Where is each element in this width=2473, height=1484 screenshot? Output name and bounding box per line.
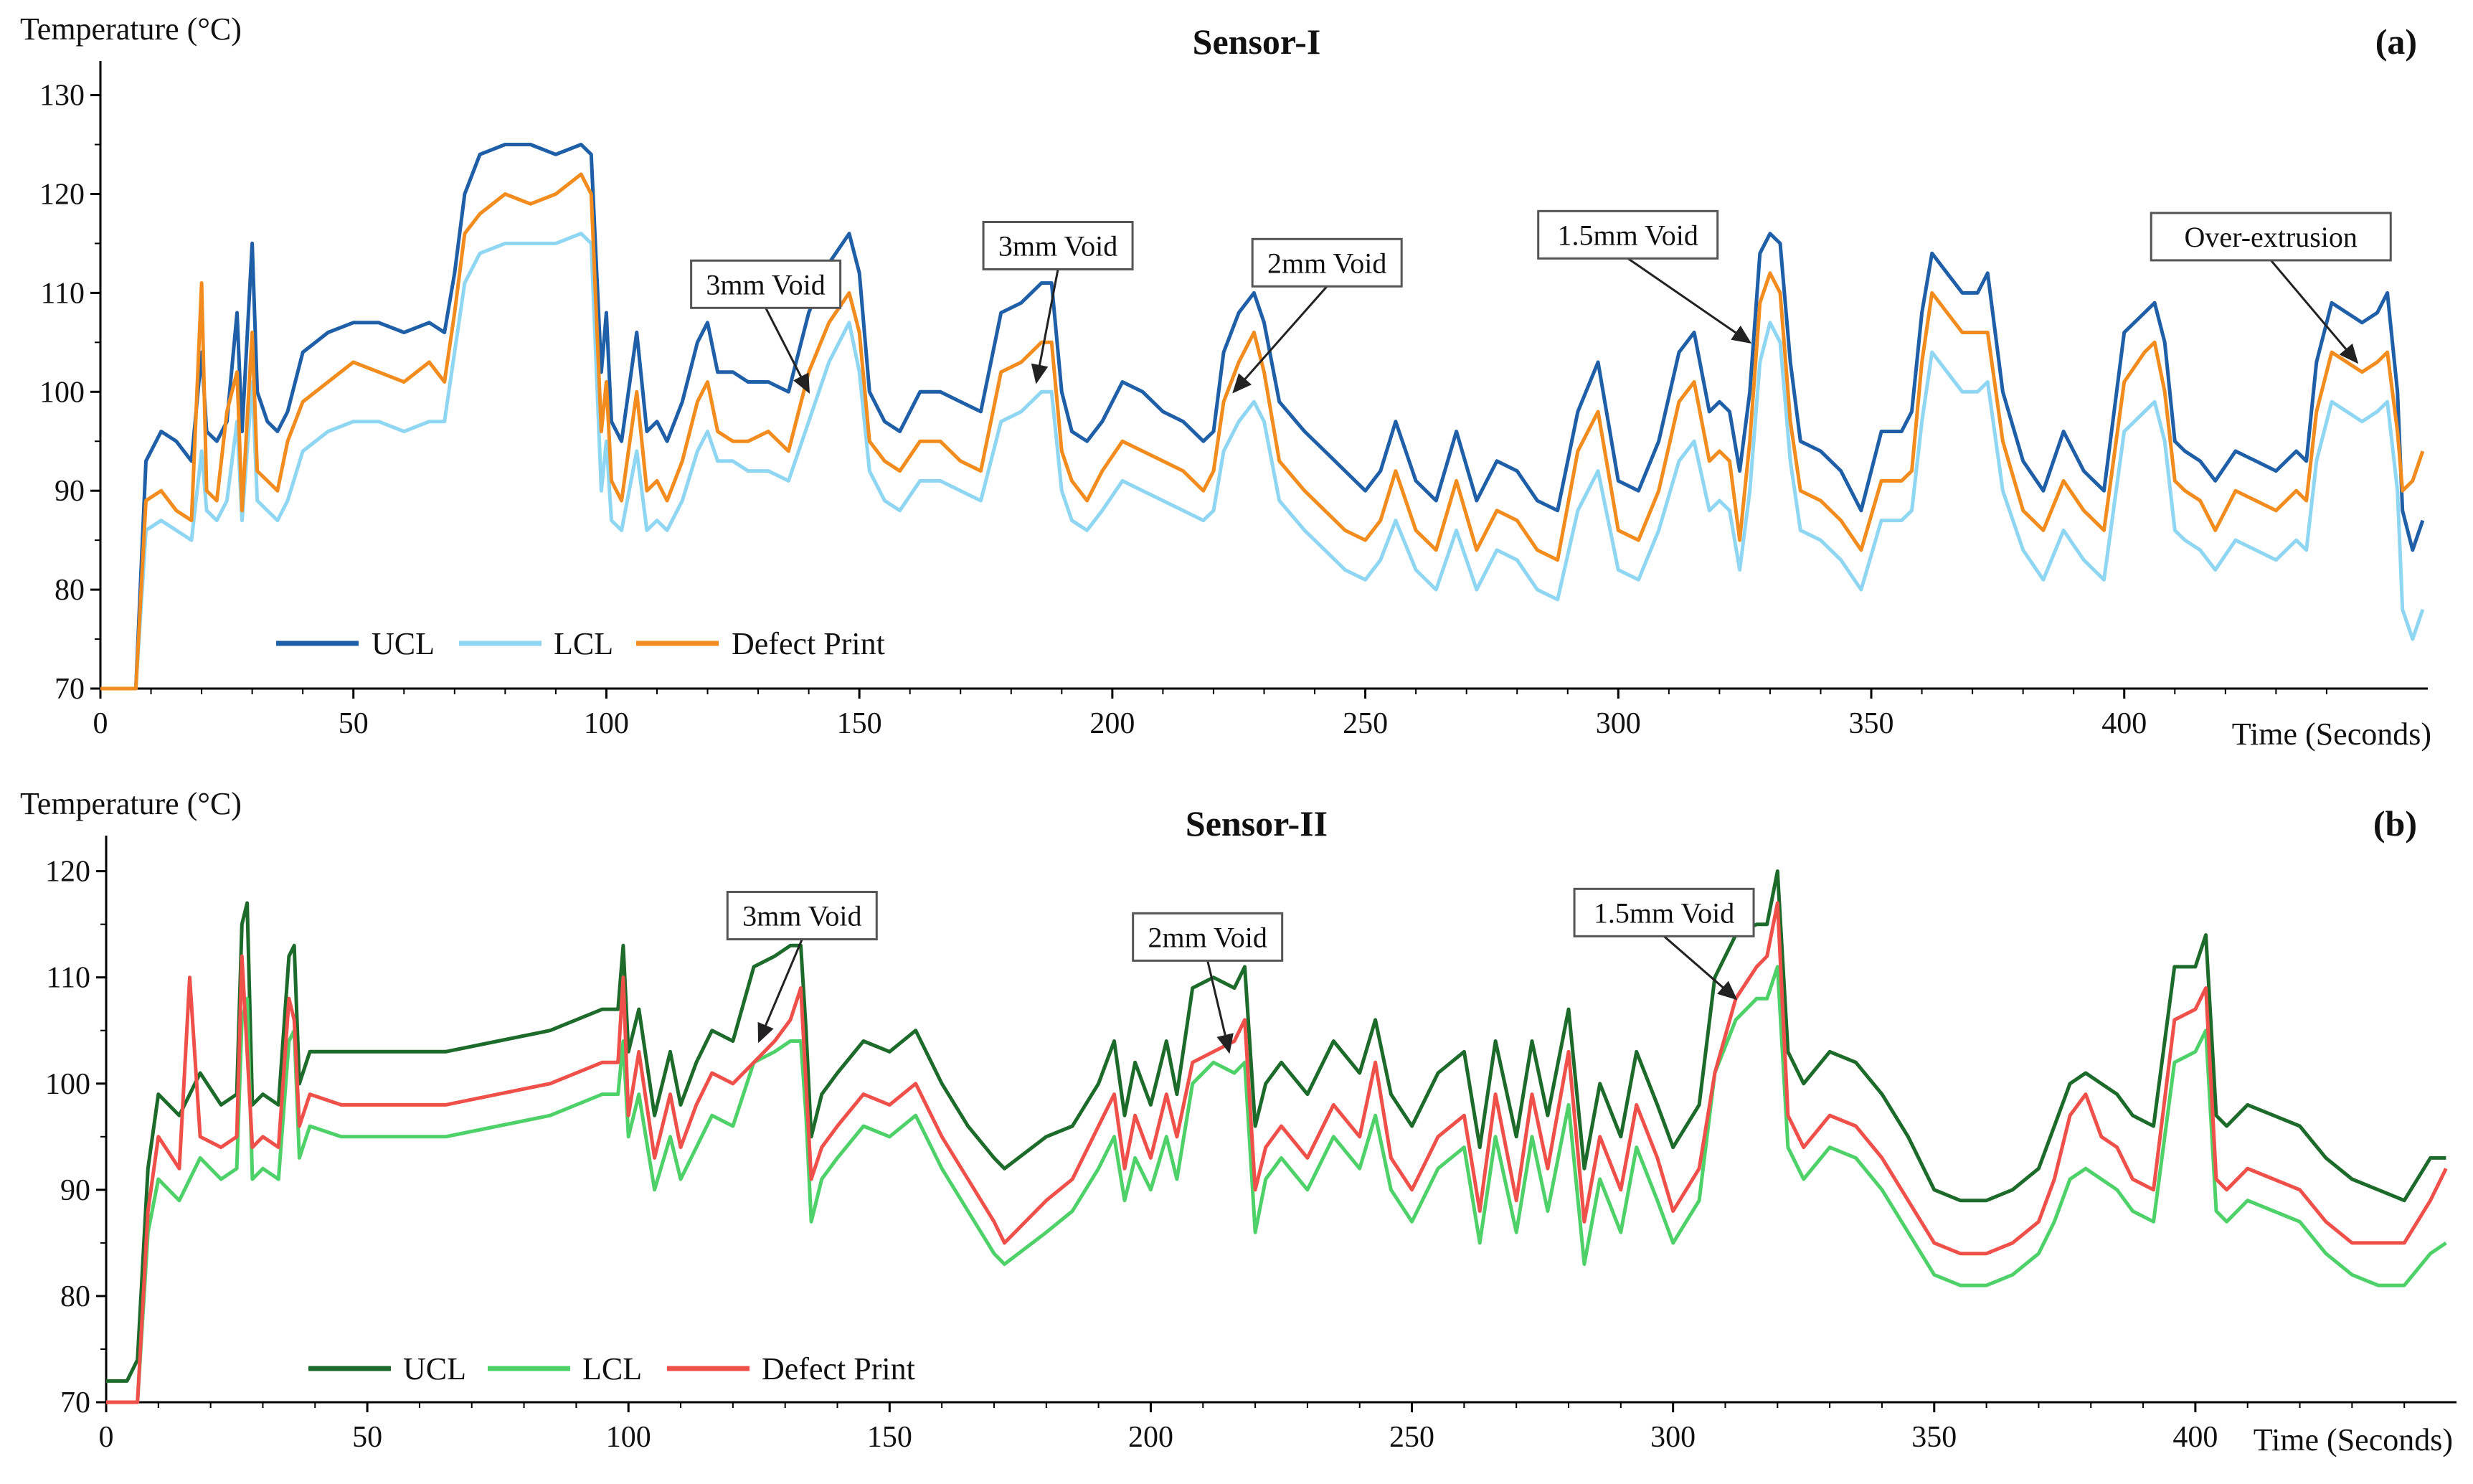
series-line-lcl-b (106, 965, 2447, 1404)
x-tick-label-b: 100 (606, 1421, 651, 1454)
series-line-lcl-a (100, 232, 2425, 691)
x-tick-label-b: 150 (867, 1421, 912, 1454)
y-tick-label-b: 80 (60, 1280, 90, 1313)
annotation-box-b (1132, 912, 1284, 962)
x-tick-label-a: 400 (2101, 707, 2147, 740)
y-tick-label-a: 70 (55, 673, 85, 706)
y-tick-label-a: 80 (55, 574, 85, 607)
x-tick-label-a: 50 (339, 707, 369, 740)
annotation-arrow-a (1031, 269, 1059, 384)
y-axis-label-b: Temperature (°C) (20, 786, 242, 821)
x-tick-label-a: 0 (93, 707, 108, 740)
annotations-b: 3mm Void 2mm Void 1.5mm Void (726, 887, 1755, 1054)
annotation-label-b: 1.5mm Void (1594, 897, 1734, 929)
x-tick-label-b: 300 (1650, 1421, 1696, 1454)
annotation-label-b: 2mm Void (1148, 921, 1267, 953)
y-tick-label-a: 110 (41, 277, 85, 310)
axes-b: 70 80 90 100 110 120 0 50 100 150 200 250 300 350 400 (45, 836, 2457, 1454)
annotation-arrow-a (1232, 285, 1328, 394)
annotation-box-a (690, 259, 842, 309)
x-tick-label-b: 50 (352, 1421, 382, 1454)
annotations-a: 3mm Void 3mm Void 2mm Void 1.5mm Void Over-e… (690, 209, 2392, 394)
annotation-label-b: 3mm Void (742, 900, 861, 932)
panel-label-a: (a) (2375, 22, 2417, 62)
series-line-defect-print-b (106, 901, 2448, 1404)
series-line-ucl-a (100, 143, 2425, 691)
annotation-arrow-b (1663, 935, 1738, 1001)
x-tick-label-a: 100 (584, 707, 629, 740)
x-axis-label-a: Time (Seconds) (2232, 717, 2431, 752)
y-axis-label-a: Temperature (°C) (20, 11, 242, 47)
annotation-label-a: 2mm Void (1267, 247, 1386, 279)
legend-label-ucl-a: UCL (372, 626, 435, 661)
y-tick-label-b: 100 (45, 1068, 90, 1101)
annotation-label-a: 3mm Void (998, 230, 1117, 263)
x-tick-label-a: 300 (1596, 707, 1641, 740)
x-axis-label-b: Time (Seconds) (2254, 1422, 2453, 1457)
annotation-arrow-a (1627, 257, 1752, 344)
x-tick-label-a: 250 (1343, 707, 1388, 740)
legend-label-lcl-b: LCL (582, 1351, 642, 1386)
annotation-box-a (1537, 209, 1719, 260)
annotation-arrow-b (757, 938, 803, 1044)
y-tick-label-a: 130 (39, 80, 85, 113)
annotation-arrow-a (765, 307, 810, 394)
x-tick-label-b: 200 (1128, 1421, 1173, 1454)
y-tick-label-b: 110 (47, 962, 90, 995)
series-line-ucl-b (106, 869, 2446, 1383)
annotation-arrow-a (2270, 259, 2359, 364)
legend-label-defect-a: Defect Print (732, 626, 885, 661)
annotation-box-a (1251, 237, 1403, 288)
annotation-label-a: 1.5mm Void (1558, 219, 1698, 251)
series-group-a (100, 143, 2425, 691)
x-tick-label-a: 200 (1089, 707, 1135, 740)
annotation-label-a: 3mm Void (706, 268, 825, 301)
annotation-arrow-b (1206, 960, 1234, 1054)
x-tick-label-a: 350 (1849, 707, 1894, 740)
legend-label-ucl-b: UCL (403, 1351, 466, 1386)
y-tick-label-a: 120 (39, 178, 85, 211)
axes-a: 70 80 90 100 110 120 130 0 50 100 150 200 250 300 350 4… (39, 61, 2428, 740)
x-tick-label-b: 0 (99, 1421, 114, 1454)
annotation-box-a (982, 221, 1134, 270)
legend-label-lcl-a: LCL (554, 626, 613, 661)
y-tick-label-b: 90 (60, 1174, 90, 1207)
y-tick-label-a: 90 (55, 475, 85, 508)
legend-a: UCL LCL Defect Print (276, 626, 885, 661)
series-group-b (106, 869, 2448, 1404)
y-tick-label-b: 120 (45, 856, 90, 889)
x-tick-label-b: 400 (2172, 1421, 2218, 1454)
annotation-box-b (1573, 887, 1755, 937)
annotation-box-a (2150, 212, 2392, 262)
annotation-box-b (726, 891, 878, 941)
chart-title-b: Sensor-II (1186, 803, 1328, 843)
x-tick-label-b: 250 (1389, 1421, 1434, 1454)
panel-sensor-2: Temperature (°C) Sensor-II (b) Time (Sec… (20, 786, 2457, 1457)
annotation-label-a: Over-extrusion (2185, 221, 2358, 253)
series-line-defect-print-a (100, 172, 2425, 691)
panel-sensor-1: Temperature (°C) Sensor-I (a) Time (Seco… (20, 11, 2431, 752)
legend-label-defect-b: Defect Print (762, 1351, 915, 1386)
panel-label-b: (b) (2373, 803, 2417, 843)
x-tick-label-a: 150 (837, 707, 882, 740)
legend-b: UCL LCL Defect Print (308, 1351, 915, 1386)
chart-title-a: Sensor-I (1193, 22, 1321, 62)
y-tick-label-a: 100 (39, 376, 85, 409)
x-tick-label-b: 350 (1911, 1421, 1957, 1454)
y-tick-label-b: 70 (60, 1386, 90, 1419)
